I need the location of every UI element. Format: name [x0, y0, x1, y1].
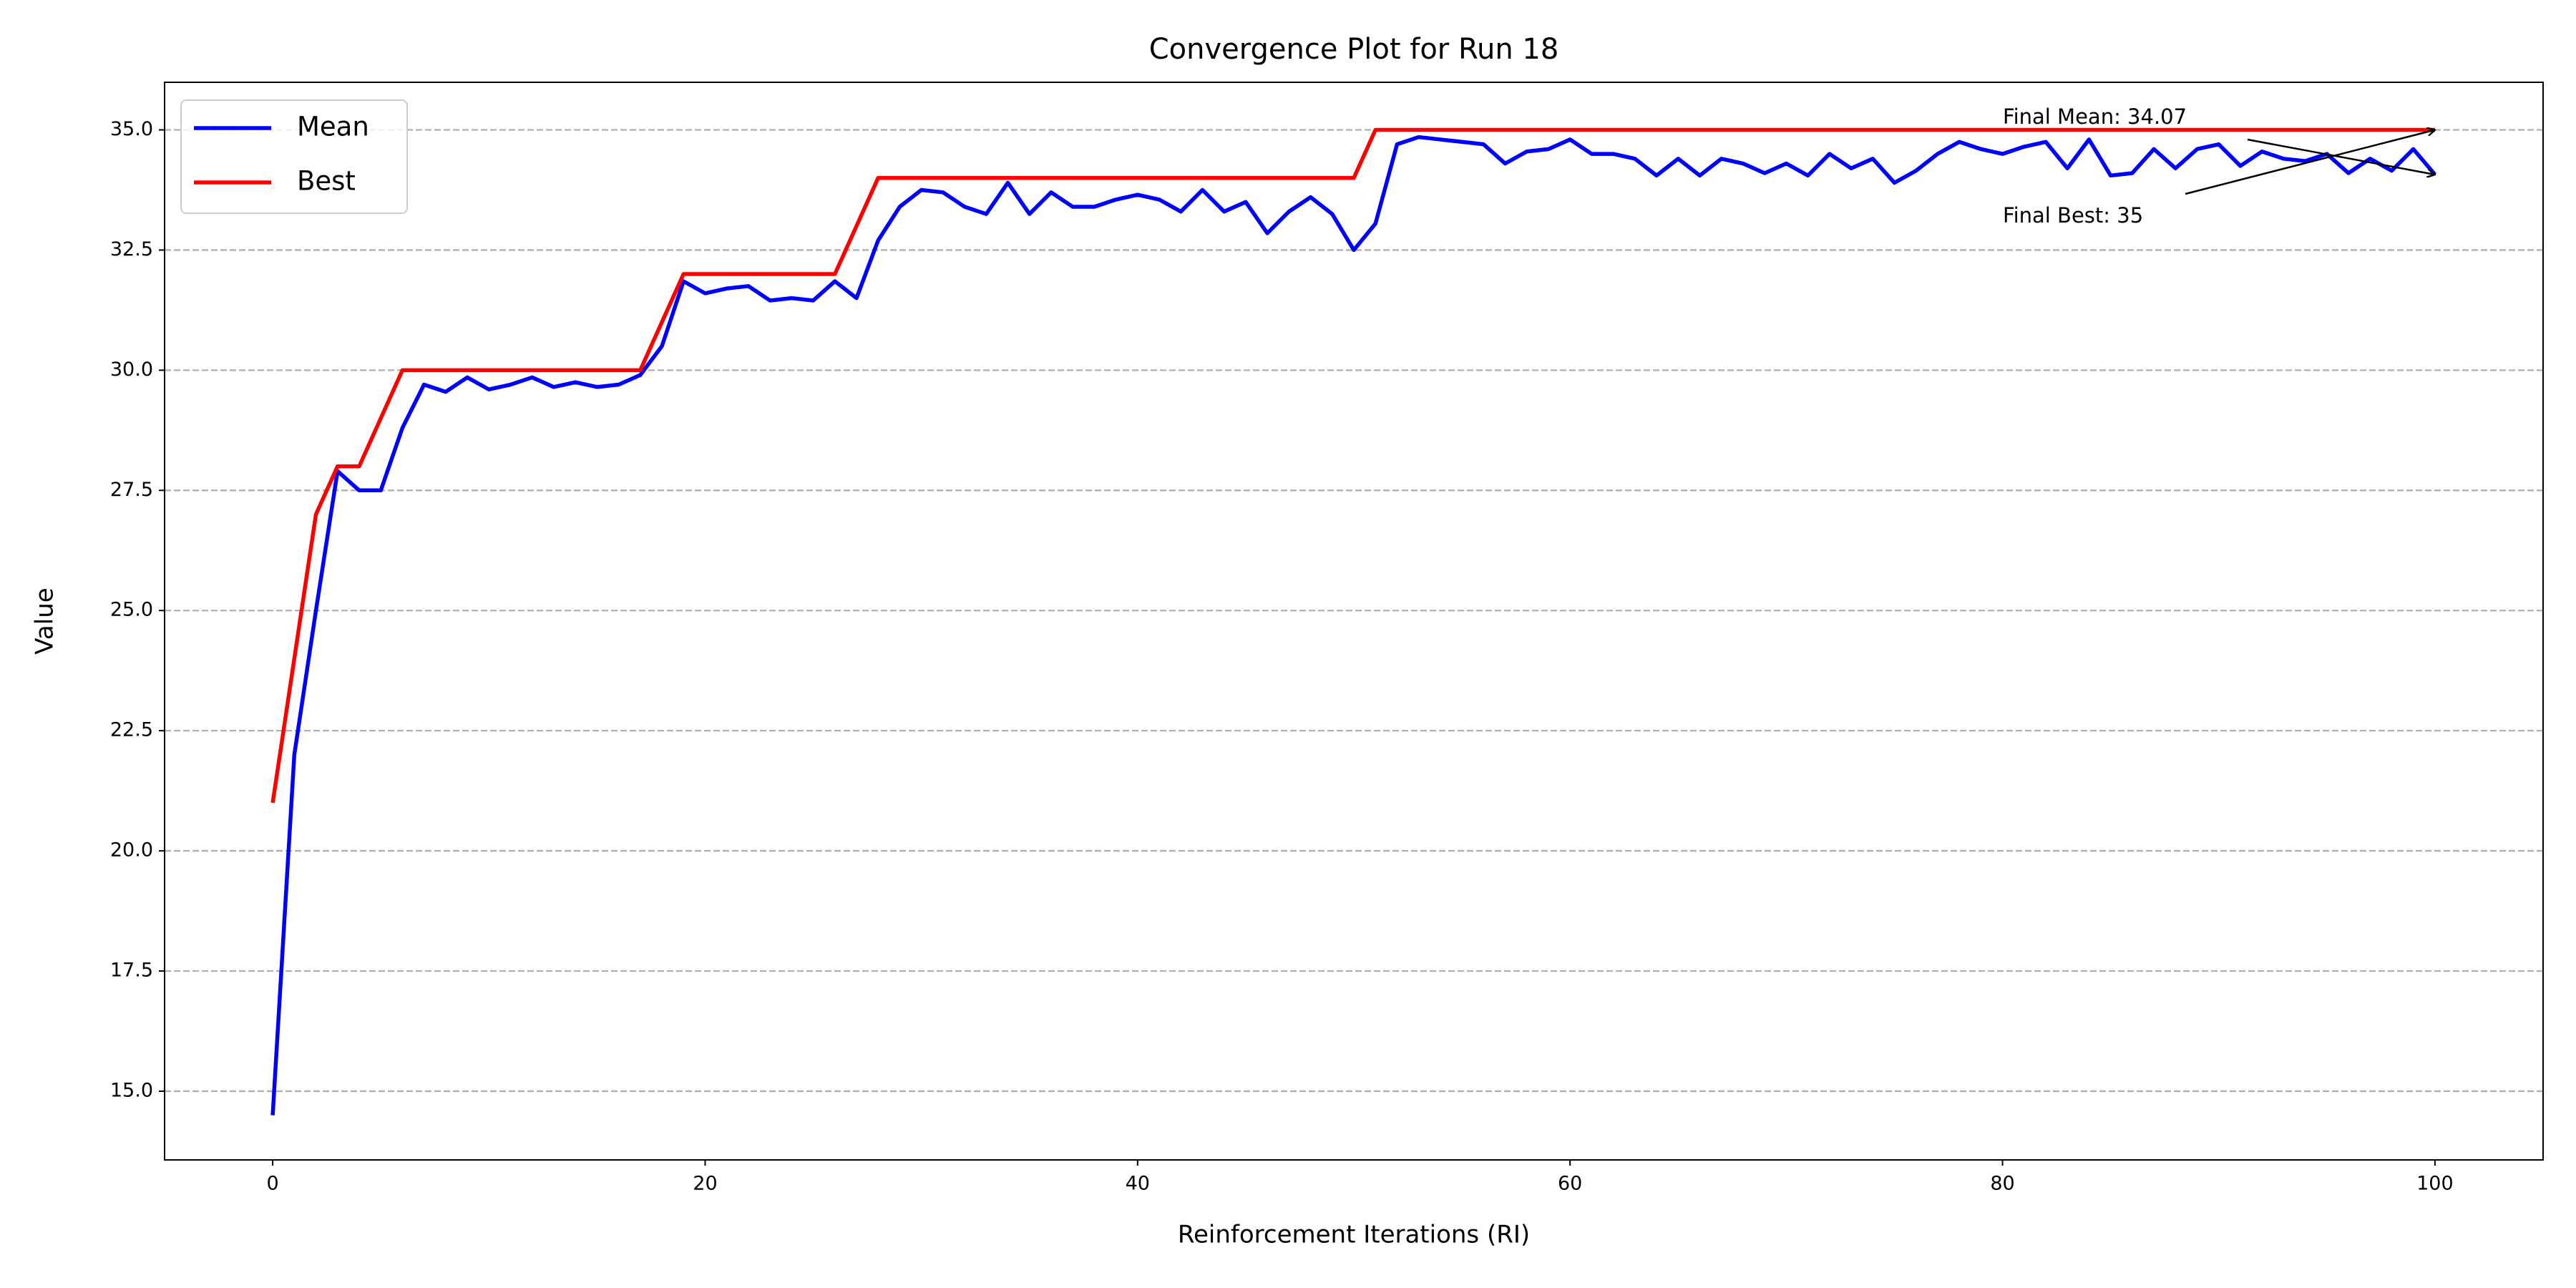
x-axis-label: Reinforcement Iterations (RI)	[1178, 1221, 1530, 1249]
x-tick-label: 80	[1990, 1173, 2014, 1195]
chart-title: Convergence Plot for Run 18	[1149, 33, 1559, 66]
y-tick-label: 35.0	[110, 118, 153, 140]
y-tick-label: 15.0	[110, 1079, 153, 1101]
legend-label: Mean	[297, 112, 369, 142]
y-tick-label: 22.5	[110, 719, 153, 741]
y-tick-label: 27.5	[110, 479, 153, 501]
y-tick-label: 25.0	[110, 599, 153, 621]
x-tick-label: 100	[2416, 1173, 2454, 1195]
annotation: Final Mean: 34.07	[2003, 104, 2187, 129]
line-series	[270, 127, 2435, 804]
annotation-arrow	[2185, 130, 2435, 195]
y-axis-label: Value	[31, 587, 59, 654]
legend-label: Best	[297, 166, 356, 197]
line-series	[270, 135, 2437, 1116]
x-tick-label: 20	[693, 1173, 717, 1195]
y-tick-label: 32.5	[110, 238, 153, 260]
y-tick-label: 20.0	[110, 839, 153, 862]
x-tick-label: 60	[1558, 1173, 1582, 1195]
annotation: Final Best: 35	[2003, 203, 2143, 228]
legend-box	[180, 99, 408, 214]
annotation-arrow	[2247, 138, 2435, 175]
plot-frame	[164, 82, 2544, 1161]
x-tick-label: 40	[1126, 1173, 1150, 1195]
y-tick-label: 17.5	[110, 960, 153, 982]
y-tick-label: 30.0	[110, 358, 153, 381]
x-tick-label: 0	[266, 1173, 278, 1195]
